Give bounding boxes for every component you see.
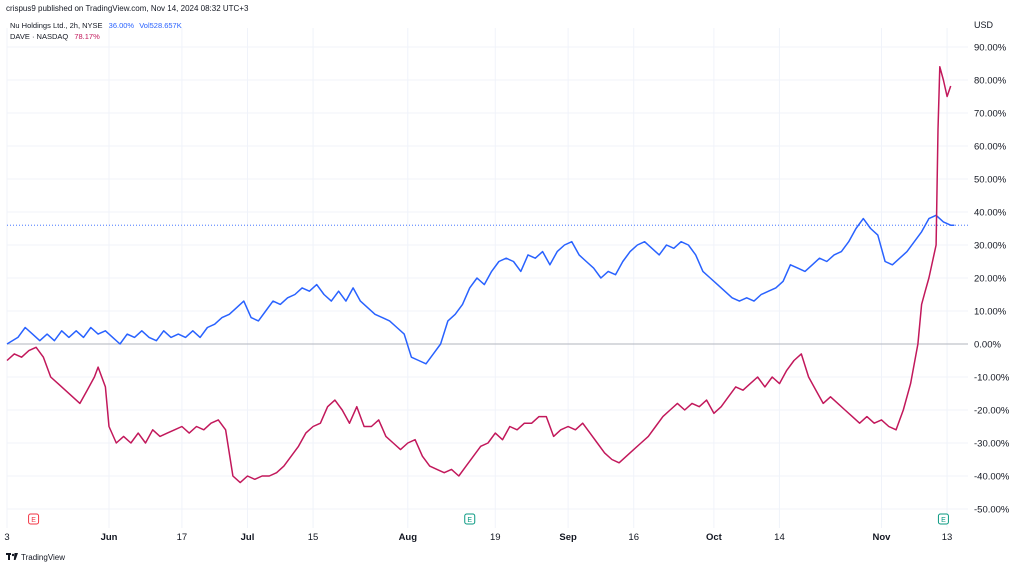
series-lines [6,66,955,484]
y-tick-label: -20.00% [974,406,1010,417]
y-tick-label: 0.00% [974,340,1001,351]
earnings-marker-icon [937,513,949,525]
series-line-nu [6,214,955,365]
series-line-dave [6,66,952,484]
footer-brand[interactable]: TradingView [6,553,65,562]
legend-nu-name: Nu Holdings Ltd., 2h, NYSE [10,21,103,30]
y-tick-label: 90.00% [974,43,1007,54]
earnings-marker-label: E [31,517,36,524]
y-tick-label: 60.00% [974,142,1007,153]
legend-nu-volume: Vol528.657K [139,21,182,30]
x-tick-label: 17 [177,532,188,543]
x-tick-label: 19 [490,532,501,543]
y-tick-label: 30.00% [974,241,1007,252]
x-tick-label: Jun [101,532,118,543]
x-tick-label: 16 [628,532,639,543]
y-tick-label: -50.00% [974,505,1010,516]
x-tick-label: 13 [942,532,953,543]
earnings-marker-icon [464,513,476,525]
x-tick-label: Aug [399,532,418,543]
x-tick-label: Jul [241,532,255,543]
y-tick-label: -30.00% [974,439,1010,450]
grid [6,28,968,528]
x-tick-label: Sep [559,532,577,543]
y-tick-label: 40.00% [974,208,1007,219]
x-axis[interactable]: 3 Jun 17 Jul 15 Aug 19 Sep 16 Oct 14 Nov 13 [4,532,952,543]
x-tick-label: Nov [873,532,892,543]
published-line: crispus9 published on TradingView.com, N… [6,4,249,13]
y-tick-label: 70.00% [974,109,1007,120]
footer-brand-label: TradingView [21,553,66,562]
currency-label[interactable]: USD [974,20,994,30]
earnings-marker-label: E [941,517,946,524]
y-tick-label: 80.00% [974,76,1007,87]
earnings-marker-label: E [467,517,472,524]
legend-dave-name: DAVE · NASDAQ [10,32,69,41]
legend-row-dave[interactable]: DAVE · NASDAQ 78.17% [10,31,182,42]
x-tick-label: Oct [706,532,723,543]
tradingview-logo-icon [6,553,18,562]
y-axis[interactable]: 90.00% 80.00% 70.00% 60.00% 50.00% 40.00% 30.0… [974,43,1010,516]
y-tick-label: 10.00% [974,307,1007,318]
y-tick-label: 20.00% [974,274,1007,285]
x-tick-label: 14 [774,532,785,543]
legend-dave-value: 78.17% [74,32,100,41]
legend: Nu Holdings Ltd., 2h, NYSE 36.00% Vol528… [10,20,182,42]
y-tick-label: -40.00% [974,472,1010,483]
x-tick-label: 3 [4,532,9,543]
earnings-marker-icon [28,513,40,525]
y-tick-label: -10.00% [974,373,1010,384]
legend-nu-value: 36.00% [108,21,135,30]
x-tick-label: 15 [308,532,319,543]
y-tick-label: 50.00% [974,175,1007,186]
legend-row-nu[interactable]: Nu Holdings Ltd., 2h, NYSE 36.00% Vol528… [10,20,182,31]
